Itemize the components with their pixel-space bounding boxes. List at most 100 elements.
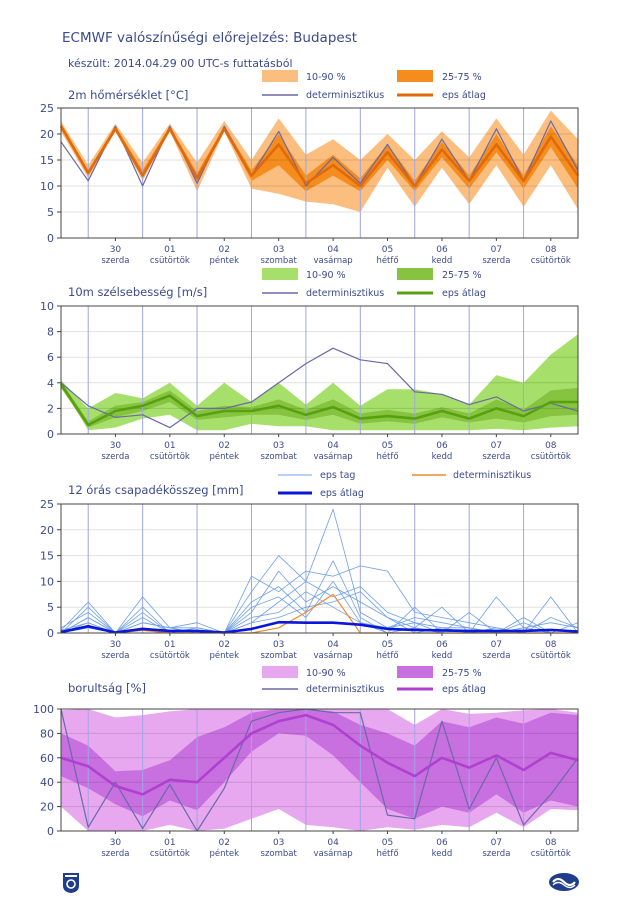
legend-label-25-75: 25-75 % [442, 72, 482, 83]
x-day-label: 06 [436, 441, 448, 451]
legend-swatch-25-75 [397, 70, 433, 82]
x-weekday-label: vasárnap [313, 256, 352, 266]
x-weekday-label: szerda [101, 651, 129, 661]
legend-label-25-75: 25-75 % [442, 668, 482, 679]
omsz-logo-icon [62, 872, 80, 898]
legend-label-det: determinisztikus [306, 684, 384, 695]
x-weekday-label: szombat [261, 849, 298, 859]
legend-swatch-10-90 [262, 268, 298, 280]
x-weekday-label: kedd [432, 452, 453, 462]
y-tick-label: 20 [40, 801, 54, 814]
x-day-label: 02 [219, 245, 230, 255]
y-tick-label: 15 [40, 154, 54, 167]
x-weekday-label: péntek [210, 451, 240, 462]
legend: 10-90 % 25-75 % determinisztikus eps átlag [262, 70, 486, 101]
x-weekday-label: csütörtök [531, 849, 571, 859]
x-day-label: 30 [110, 838, 122, 848]
y-tick-label: 0 [47, 627, 54, 640]
y-tick-label: 0 [47, 428, 54, 441]
legend-swatch-25-75 [397, 268, 433, 280]
legend-label-mean: eps átlag [442, 90, 486, 101]
x-day-label: 07 [491, 245, 502, 255]
band-25-75 [61, 123, 578, 192]
plot-frame [60, 708, 579, 832]
x-weekday-label: hétfő [376, 848, 398, 859]
x-weekday-label: szombat [261, 452, 298, 462]
panel-title: 10m szélsebesség [m/s] [68, 285, 207, 299]
x-weekday-label: kedd [432, 256, 453, 266]
series-det [60, 120, 579, 187]
x-day-label: 03 [273, 441, 284, 451]
series-eps-member [60, 565, 578, 634]
x-weekday-label: vasárnap [313, 849, 352, 859]
y-tick-label: 40 [40, 776, 54, 789]
page-title: ECMWF valószínűségi előrejelzés: Budapes… [62, 30, 358, 46]
x-day-label: 06 [436, 640, 448, 650]
x-weekday-label: csütörtök [150, 256, 190, 266]
x-weekday-label: csütörtök [150, 651, 190, 661]
legend-swatch-25-75 [397, 666, 433, 678]
y-tick-label: 2 [47, 402, 54, 415]
legend-swatch-10-90 [262, 666, 298, 678]
legend: eps tag determinisztikus eps átlag [278, 470, 531, 499]
x-day-label: 04 [327, 441, 339, 451]
y-tick-label: 5 [47, 601, 54, 614]
x-weekday-label: péntek [210, 848, 240, 859]
y-tick-label: 20 [40, 128, 54, 141]
x-day-label: 30 [110, 245, 122, 255]
x-day-label: 04 [327, 838, 339, 848]
y-tick-label: 10 [40, 180, 54, 193]
x-day-label: 01 [164, 245, 175, 255]
x-weekday-label: szerda [101, 849, 129, 859]
x-day-label: 03 [273, 640, 284, 650]
series-eps-mean [59, 383, 578, 427]
y-tick-label: 60 [40, 752, 54, 765]
x-day-label: 05 [382, 640, 393, 650]
x-day-label: 05 [382, 245, 393, 255]
x-day-label: 30 [110, 640, 122, 650]
x-weekday-label: szerda [101, 452, 129, 462]
x-weekday-label: szerda [482, 849, 510, 859]
series-eps-member [60, 591, 578, 634]
x-day-label: 07 [491, 838, 502, 848]
x-weekday-label: vasárnap [313, 651, 352, 661]
x-weekday-label: csütörtök [150, 849, 190, 859]
series-eps-mean [60, 620, 579, 634]
legend-label-det: determinisztikus [306, 288, 384, 299]
y-tick-label: 4 [47, 377, 54, 390]
y-tick-label: 100 [33, 703, 54, 716]
series-eps-member [60, 591, 578, 634]
x-weekday-label: szombat [261, 256, 298, 266]
x-weekday-label: szerda [482, 452, 510, 462]
panel-cloud: 02040608010030szerda01csütörtök02péntek0… [33, 666, 579, 859]
legend-label-mean: eps átlag [442, 288, 486, 299]
x-day-label: 08 [545, 245, 557, 255]
x-day-label: 05 [382, 838, 393, 848]
legend-label-10-90: 10-90 % [306, 668, 346, 679]
x-day-label: 30 [110, 441, 122, 451]
legend-label-mean: eps átlag [320, 488, 364, 499]
x-weekday-label: péntek [210, 255, 240, 266]
series-eps-mean [60, 713, 579, 796]
x-weekday-label: szerda [482, 256, 510, 266]
x-day-label: 06 [436, 838, 448, 848]
x-day-label: 08 [545, 640, 557, 650]
y-tick-label: 15 [40, 550, 54, 563]
x-weekday-label: csütörtök [531, 651, 571, 661]
x-day-label: 07 [491, 441, 502, 451]
x-day-label: 03 [273, 245, 284, 255]
x-day-label: 08 [545, 441, 557, 451]
ecmwf-logo-icon [548, 872, 580, 896]
panel-precip: 051015202530szerda01csütörtök02péntek03s… [40, 470, 579, 661]
y-tick-label: 25 [40, 498, 54, 511]
x-weekday-label: péntek [210, 650, 240, 661]
legend: 10-90 % 25-75 % determinisztikus eps átlag [262, 268, 486, 299]
x-day-label: 03 [273, 838, 284, 848]
series-det [60, 347, 579, 429]
y-tick-label: 25 [40, 102, 54, 115]
y-tick-label: 80 [40, 727, 54, 740]
legend: 10-90 % 25-75 % determinisztikus eps átlag [262, 666, 486, 695]
series-eps-member [60, 570, 579, 634]
